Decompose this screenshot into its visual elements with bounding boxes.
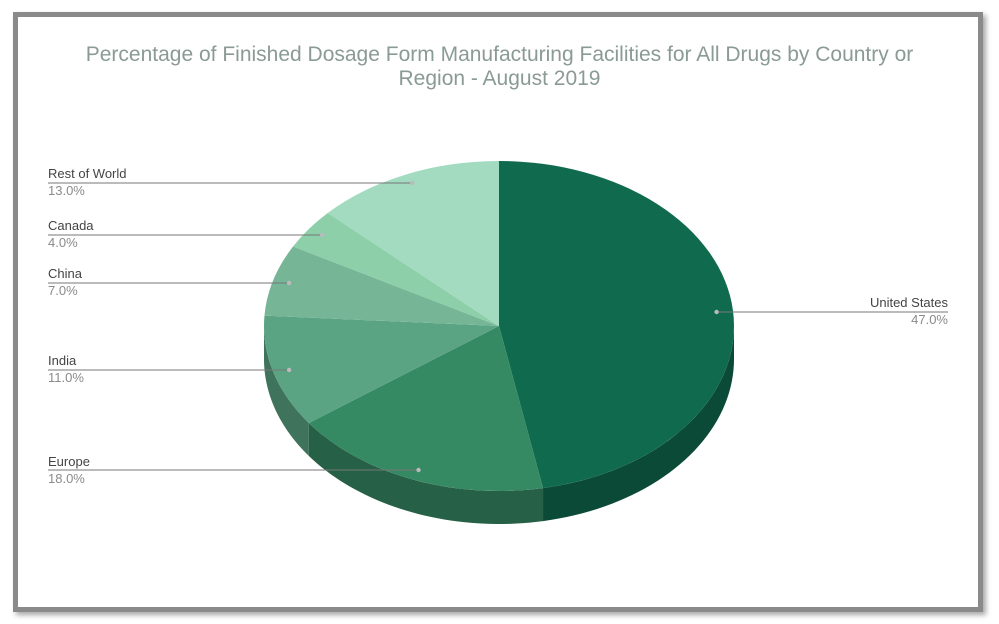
pie-slice-india[interactable] — [264, 315, 499, 423]
slice-label-india: India — [48, 353, 77, 368]
slice-value-india: 11.0% — [48, 370, 84, 385]
slice-value-rest-of-world: 13.0% — [48, 183, 85, 198]
pie-slice-europe[interactable] — [308, 326, 544, 491]
slice-label-europe: Europe — [48, 454, 90, 469]
slice-label-china: China — [48, 266, 83, 281]
leader-dot-europe — [416, 467, 421, 473]
slice-value-europe: 18.0% — [48, 471, 85, 486]
leader-dot-china — [286, 280, 292, 286]
slice-label-rest-of-world: Rest of World — [48, 166, 127, 181]
pie-labels: United States 47.0% Europe 18.0% India 11.0% C… — [48, 166, 948, 486]
pie-slice-canada[interactable] — [293, 213, 499, 326]
pie-slice-united-states[interactable] — [499, 161, 734, 489]
pie-side-walls — [264, 326, 734, 524]
slice-label-united-states: United States — [870, 295, 949, 310]
pie-slices — [264, 161, 734, 491]
slice-label-canada: Canada — [48, 218, 94, 233]
slice-value-united-states: 47.0% — [911, 312, 948, 327]
pie-slice-rest-of-world[interactable] — [327, 161, 499, 326]
pie-side-india — [264, 326, 309, 456]
pie-side-europe — [308, 422, 544, 524]
slice-value-china: 7.0% — [48, 283, 78, 298]
leader-dot-canada — [319, 232, 325, 238]
pie-side-united-states — [543, 326, 734, 522]
leader-dot-rest-of-world — [410, 180, 415, 186]
leader-dot-india — [286, 367, 292, 373]
slice-value-canada: 4.0% — [48, 235, 78, 250]
chart-title: Percentage of Finished Dosage Form Manuf… — [85, 43, 914, 90]
pie-slice-china[interactable] — [264, 246, 499, 326]
leader-dot-united-states — [714, 309, 719, 315]
